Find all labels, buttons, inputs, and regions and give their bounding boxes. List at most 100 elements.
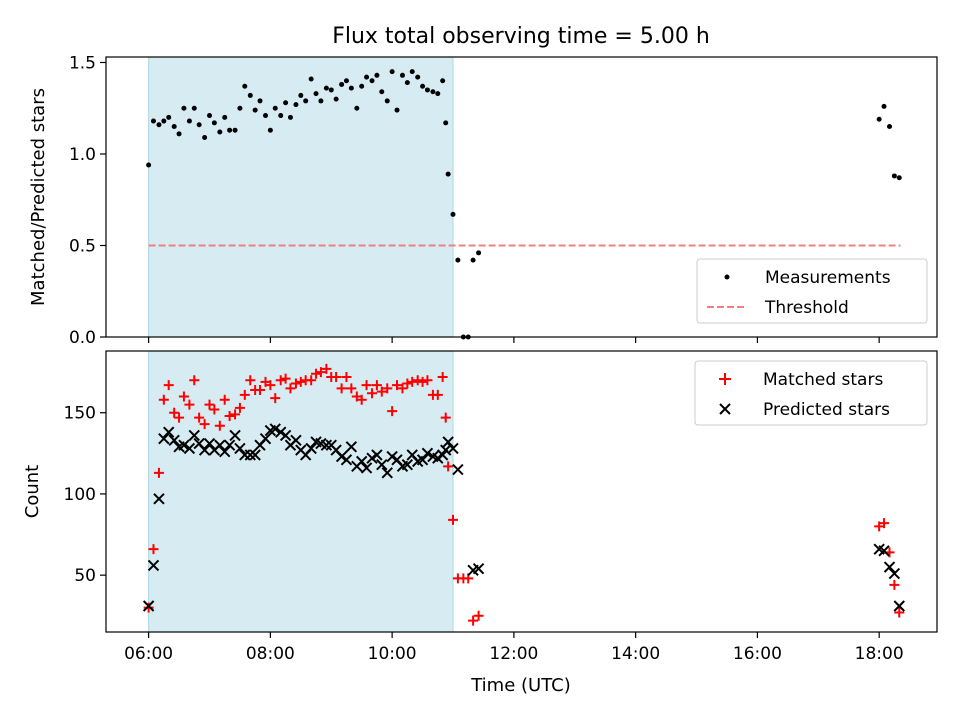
- point-matched-stars: [230, 409, 241, 420]
- point-measurements: [359, 83, 365, 89]
- point-matched-stars: [178, 391, 189, 402]
- point-measurements: [171, 124, 177, 130]
- point-matched-stars: [194, 412, 205, 423]
- point-predicted-stars: [229, 429, 241, 442]
- point-predicted-stars: [320, 439, 333, 451]
- bottom-plot-counts: 50 100 150 06:00 08:00 10:00 12:00 14:00 16:00 18…: [22, 350, 938, 664]
- point-predicted-stars: [360, 462, 373, 474]
- point-measurements: [343, 78, 349, 84]
- point-measurements: [887, 124, 893, 130]
- point-measurements: [404, 80, 410, 86]
- point-predicted-stars: [183, 442, 196, 455]
- point-predicted-stars: [279, 429, 292, 442]
- point-measurements: [364, 74, 370, 80]
- axes-frame-top: [105, 56, 938, 338]
- point-matched-stars: [295, 376, 306, 387]
- point-measurements: [252, 107, 258, 113]
- point-predicted-stars: [355, 455, 368, 468]
- point-measurements: [424, 87, 430, 93]
- point-predicted-stars: [893, 600, 905, 612]
- point-measurements: [374, 72, 380, 78]
- legend-label: Predicted stars: [763, 400, 890, 420]
- point-matched-stars: [184, 399, 195, 410]
- y-tick-label: 150: [64, 404, 96, 424]
- point-matched-stars: [894, 607, 905, 618]
- point-measurements: [354, 105, 360, 111]
- point-matched-stars: [239, 389, 250, 400]
- axes-frame-bottom: [105, 350, 938, 633]
- point-predicted-stars: [366, 452, 378, 464]
- point-matched-stars: [361, 380, 372, 391]
- y-tick-label: 1.5: [69, 53, 96, 73]
- point-measurements: [242, 83, 248, 89]
- point-matched-stars: [422, 375, 433, 386]
- point-measurements: [313, 91, 319, 97]
- point-matched-stars: [448, 514, 459, 525]
- point-measurements: [440, 78, 446, 84]
- observing-window-bottom: [148, 351, 454, 632]
- point-matched-stars: [189, 375, 200, 386]
- point-measurements: [222, 114, 228, 120]
- point-measurements: [389, 69, 395, 75]
- legend-label: Threshold: [764, 298, 849, 318]
- point-matched-stars: [214, 420, 225, 431]
- point-measurements: [435, 91, 441, 97]
- point-measurements: [339, 81, 345, 87]
- point-matched-stars: [270, 393, 281, 404]
- legend-marker-matched: [719, 373, 731, 385]
- y-tick-label: 0.5: [69, 236, 96, 256]
- point-matched-stars: [234, 402, 245, 413]
- y-axis-label-top: Matched/Predicted stars: [28, 88, 49, 306]
- legend-label: Matched stars: [763, 370, 883, 390]
- point-predicted-stars: [878, 545, 890, 557]
- figure-title: Flux total observing time = 5.00 h: [332, 24, 710, 49]
- point-matched-stars: [443, 461, 454, 472]
- point-measurements: [379, 89, 385, 95]
- point-measurements: [369, 78, 375, 84]
- point-matched-stars: [169, 407, 180, 418]
- point-measurements: [333, 96, 339, 102]
- point-predicted-stars: [381, 467, 393, 479]
- point-predicted-stars: [188, 429, 200, 442]
- point-matched-stars: [321, 363, 332, 374]
- point-measurements: [394, 107, 400, 113]
- x-tick-label: 10:00: [368, 644, 417, 664]
- point-measurements: [455, 257, 461, 263]
- point-measurements: [445, 171, 451, 177]
- point-matched-stars: [306, 375, 317, 386]
- point-measurements: [237, 105, 243, 111]
- x-axis-label: Time (UTC): [470, 675, 571, 696]
- point-matched-stars: [158, 394, 169, 405]
- legend-marker-predicted: [719, 403, 731, 415]
- point-predicted-stars: [219, 445, 231, 458]
- point-predicted-stars: [290, 434, 302, 447]
- point-measurements: [348, 85, 354, 91]
- point-measurements: [156, 122, 162, 128]
- point-matched-stars: [889, 579, 900, 590]
- point-measurements: [278, 113, 284, 119]
- point-matched-stars: [311, 368, 322, 379]
- point-matched-stars: [473, 610, 484, 621]
- point-predicted-stars: [386, 450, 398, 463]
- point-measurements: [399, 72, 405, 78]
- point-measurements: [150, 118, 156, 124]
- point-predicted-stars: [335, 450, 348, 463]
- point-predicted-stars: [259, 433, 272, 445]
- point-matched-stars: [367, 388, 378, 399]
- point-predicted-stars: [158, 433, 170, 445]
- legend-label: Measurements: [765, 268, 891, 288]
- point-matched-stars: [407, 376, 418, 387]
- point-measurements: [891, 173, 897, 179]
- point-matched-stars: [199, 419, 210, 430]
- point-predicted-stars: [153, 493, 165, 505]
- point-predicted-stars: [223, 439, 236, 451]
- point-measurements: [318, 98, 324, 104]
- point-matched-stars: [376, 386, 387, 397]
- legend-box-top: [696, 258, 928, 324]
- point-predicted-stars: [214, 439, 226, 451]
- point-measurements: [881, 103, 887, 109]
- point-matched-stars: [468, 615, 479, 626]
- point-matched-stars: [315, 367, 326, 378]
